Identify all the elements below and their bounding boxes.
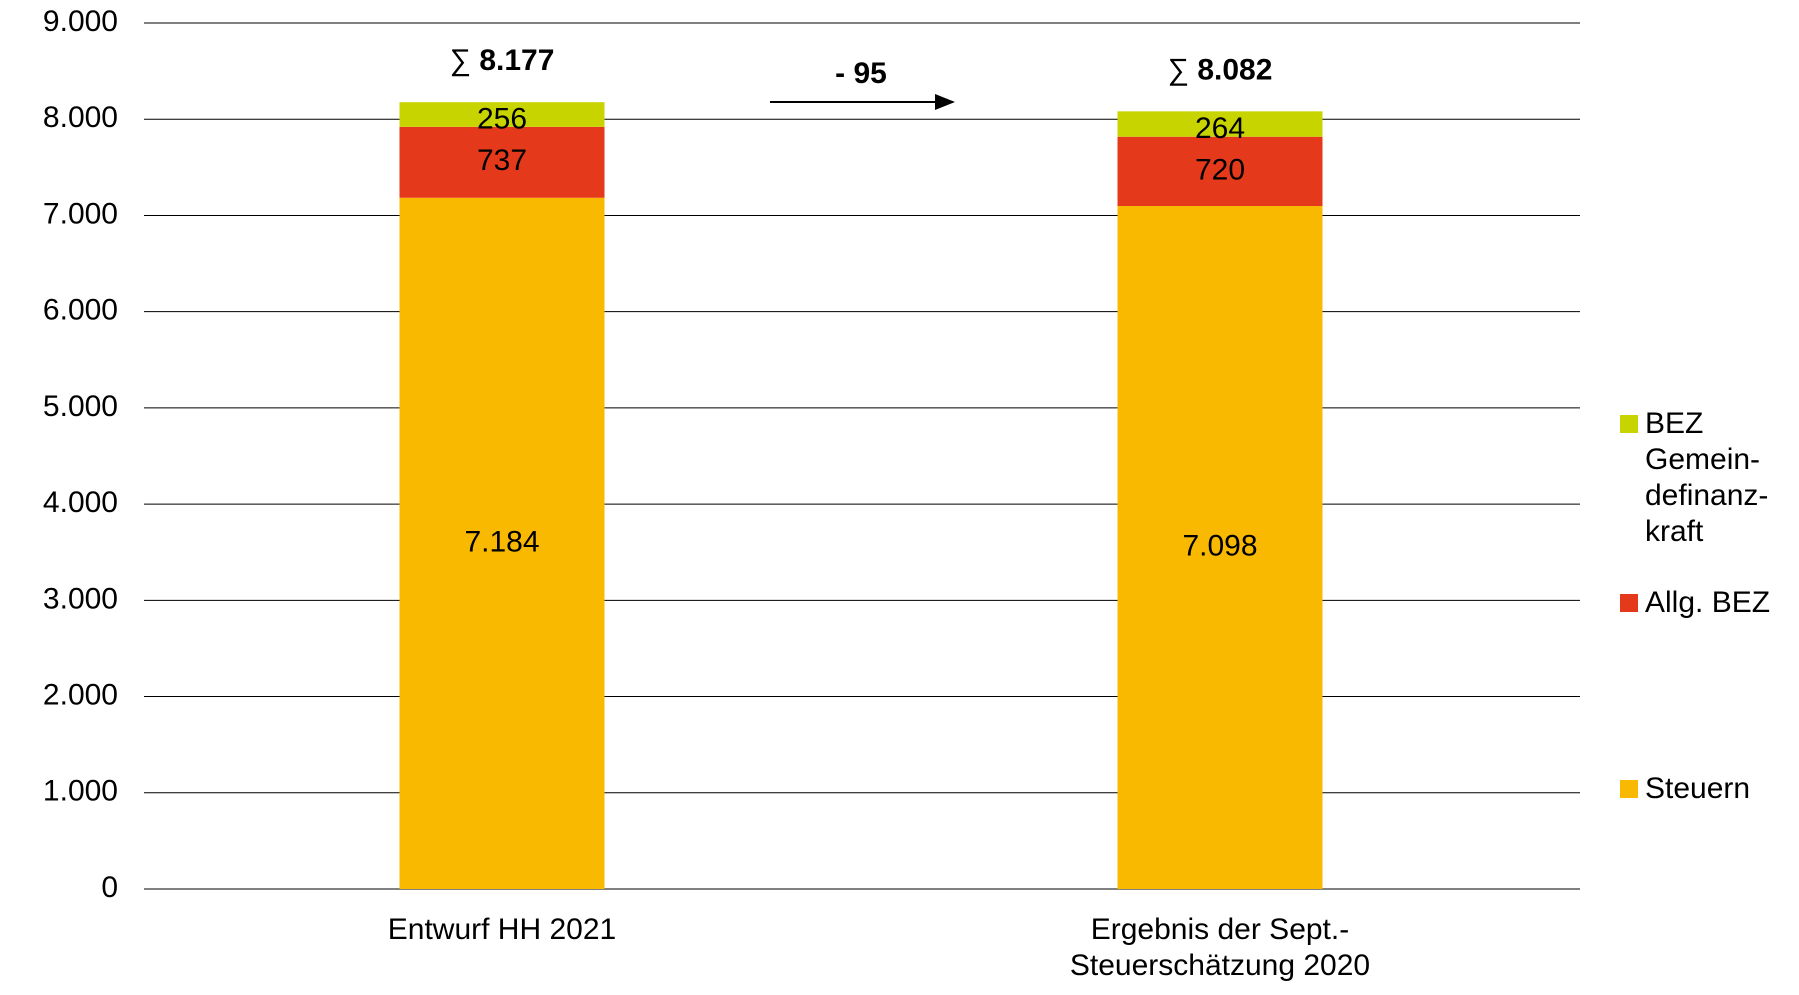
bar-segment bbox=[1117, 111, 1323, 137]
value-label: 256 bbox=[477, 102, 527, 135]
legend-swatch bbox=[1620, 780, 1638, 798]
x-tick-label: Entwurf HH 2021 bbox=[387, 913, 617, 946]
y-tick-label: 8.000 bbox=[43, 101, 118, 134]
legend-swatch bbox=[1620, 594, 1638, 612]
y-tick-label: 1.000 bbox=[43, 775, 118, 808]
y-tick-label: 9.000 bbox=[43, 5, 118, 38]
bar-segment bbox=[399, 126, 605, 198]
y-tick-label: 0 bbox=[101, 871, 118, 904]
bar-segment bbox=[1117, 206, 1323, 890]
difference-label: - 95 bbox=[835, 57, 887, 90]
x-tick-label: Ergebnis der Sept.- Steuerschätzung 2020 bbox=[1069, 913, 1371, 982]
bar-segment bbox=[399, 197, 605, 889]
legend-label: Allg. BEZ bbox=[1645, 586, 1771, 619]
bar-segment bbox=[399, 102, 605, 127]
legend-label: Steuern bbox=[1645, 772, 1751, 805]
total-label: ∑ 8.082 bbox=[1168, 53, 1273, 86]
legend-swatch bbox=[1620, 415, 1638, 433]
y-tick-label: 3.000 bbox=[43, 582, 118, 615]
value-label: 7.098 bbox=[1182, 529, 1257, 562]
y-tick-label: 7.000 bbox=[43, 197, 118, 230]
total-label: ∑ 8.177 bbox=[450, 44, 555, 77]
y-tick-label: 2.000 bbox=[43, 678, 118, 711]
value-label: 737 bbox=[477, 144, 527, 177]
y-tick-label: 5.000 bbox=[43, 390, 118, 423]
value-label: 7.184 bbox=[464, 525, 539, 558]
bar-segment bbox=[1117, 136, 1323, 207]
value-label: 264 bbox=[1195, 112, 1245, 145]
value-label: 720 bbox=[1195, 153, 1245, 186]
y-tick-label: 6.000 bbox=[43, 294, 118, 327]
legend-label: BEZ Gemein- definanz- kraft bbox=[1645, 407, 1769, 548]
y-tick-label: 4.000 bbox=[43, 486, 118, 519]
